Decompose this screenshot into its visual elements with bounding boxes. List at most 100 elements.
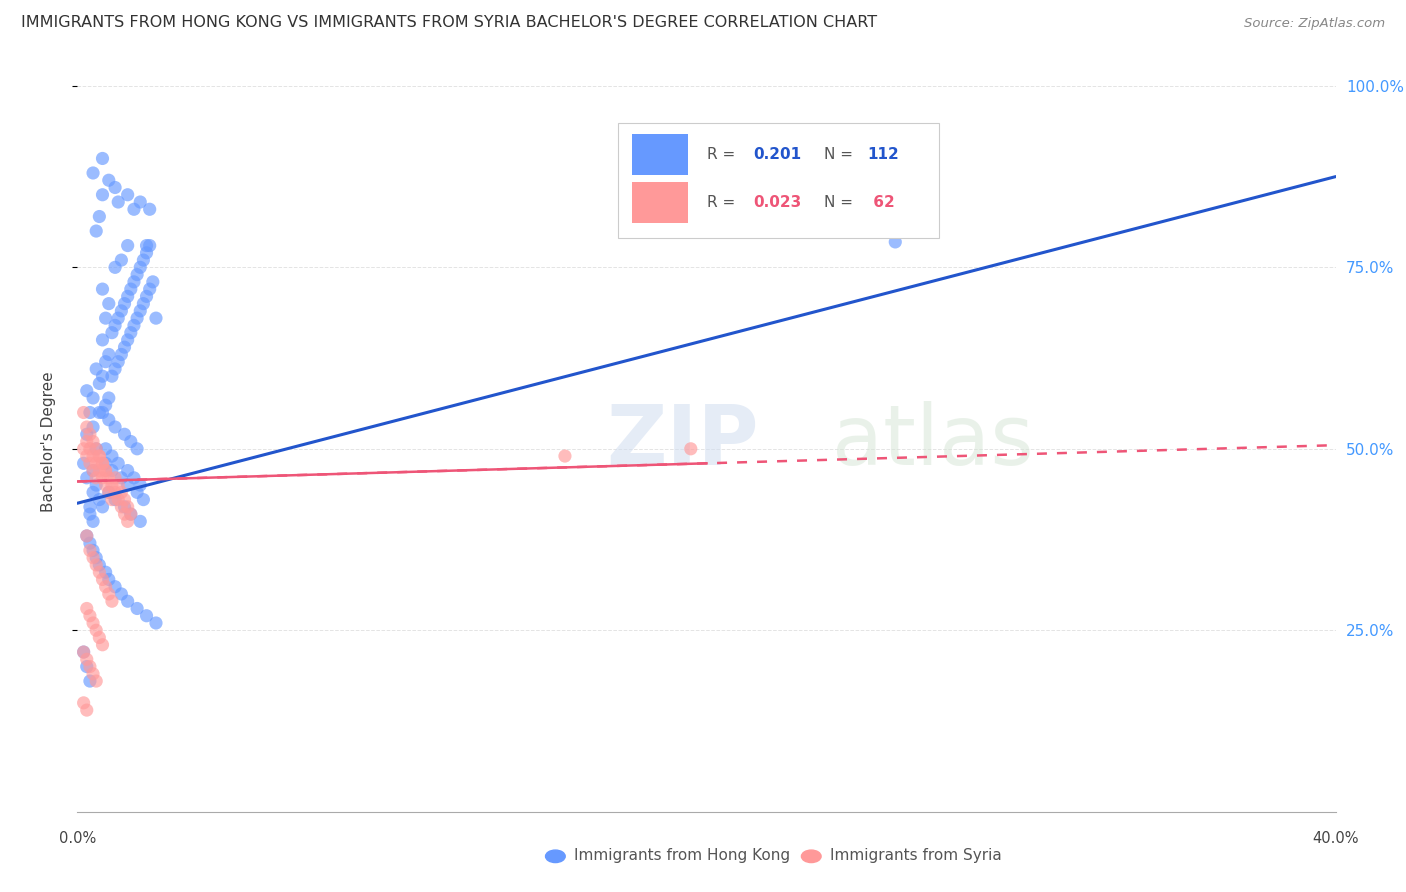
Point [104,580,127,594]
Point [79,456,101,470]
Point [110,471,132,485]
Point [127,268,149,282]
Point [89,376,111,391]
Point [91,152,114,166]
Point [79,536,101,550]
Point [82,464,104,478]
Point [101,369,124,384]
Point [110,587,132,601]
Point [76,703,98,717]
Point [114,427,136,442]
Text: Immigrants from Syria: Immigrants from Syria [830,848,1001,863]
Point [76,529,98,543]
Point [104,362,127,376]
Point [114,296,136,310]
Point [84,362,107,376]
Point [107,478,129,492]
Point [138,282,160,296]
Point [82,543,104,558]
Point [79,674,101,689]
Point [72,405,94,419]
Point [79,507,101,521]
Point [89,449,111,463]
Point [110,253,132,268]
Point [104,471,127,485]
Point [101,326,124,340]
Point [94,565,117,579]
Point [110,347,132,361]
Point [79,500,101,514]
Point [94,580,117,594]
Point [104,318,127,333]
Text: 0.0%: 0.0% [59,831,96,846]
Point [104,420,127,434]
Point [89,405,111,419]
Point [91,333,114,347]
Point [94,311,117,326]
Text: Source: ZipAtlas.com: Source: ZipAtlas.com [1244,17,1385,29]
Text: R =: R = [707,195,740,210]
Point [107,311,129,326]
Point [89,492,111,507]
Point [94,464,117,478]
Point [884,235,907,249]
Point [89,210,111,224]
Point [91,471,114,485]
Point [114,492,136,507]
Point [97,391,120,405]
Point [101,594,124,608]
Point [89,464,111,478]
Point [129,515,152,529]
Point [135,238,157,252]
Text: Immigrants from Hong Kong: Immigrants from Hong Kong [574,848,790,863]
Point [76,434,98,449]
Point [129,304,152,318]
Point [84,471,107,485]
Point [84,456,107,470]
Point [94,398,117,412]
Point [82,464,104,478]
Text: atlas: atlas [832,401,1033,482]
Point [91,187,114,202]
Point [79,405,101,419]
Point [120,282,142,296]
Text: N =: N = [824,147,858,161]
Point [91,456,114,470]
Point [145,311,167,326]
Point [79,659,101,673]
Point [97,173,120,187]
Point [84,558,107,572]
Point [79,543,101,558]
Point [91,573,114,587]
Text: 0.201: 0.201 [754,147,801,161]
Point [94,464,117,478]
Point [122,318,145,333]
Point [104,260,127,275]
Point [91,456,114,470]
Point [97,485,120,500]
Point [107,492,129,507]
Point [120,326,142,340]
Point [94,354,117,368]
Point [84,478,107,492]
Point [117,333,139,347]
Point [89,631,111,645]
Point [117,289,139,303]
FancyBboxPatch shape [633,134,688,175]
Point [91,369,114,384]
Point [89,558,111,572]
Point [72,696,94,710]
Point [72,645,94,659]
Point [132,253,155,268]
Point [114,500,136,514]
Point [84,442,107,456]
Point [101,478,124,492]
Text: ZIP: ZIP [606,401,758,482]
Point [84,624,107,638]
Point [145,615,167,630]
Point [97,296,120,310]
Point [76,449,98,463]
Text: 40.0%: 40.0% [1312,831,1360,846]
Point [82,166,104,180]
Point [110,304,132,318]
